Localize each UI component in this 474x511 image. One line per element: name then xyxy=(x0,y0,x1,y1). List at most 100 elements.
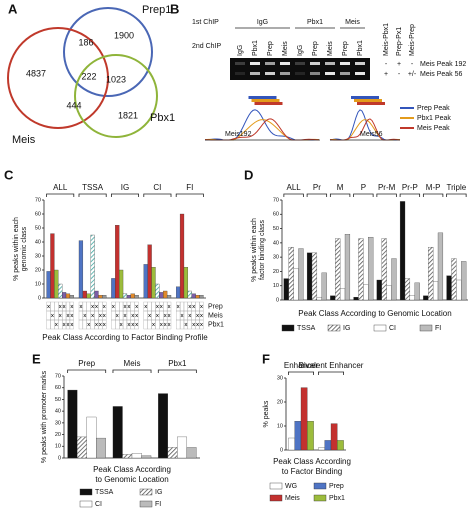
y-tick-label: 10 xyxy=(55,444,61,450)
legend-label: FI xyxy=(435,325,441,332)
panel-label: C xyxy=(4,167,14,182)
gel-band xyxy=(265,62,275,65)
y-axis-label: % peaks within each xyxy=(251,218,258,282)
profile-cross xyxy=(196,313,199,318)
group-bracket xyxy=(329,193,351,197)
bar xyxy=(288,246,294,301)
profile-cross xyxy=(91,304,94,309)
bar xyxy=(300,387,308,451)
legend-label: Pbx1 Peak xyxy=(417,115,451,122)
bar xyxy=(391,258,397,301)
bar xyxy=(376,279,382,301)
profile-cross xyxy=(79,304,83,309)
lane-label: Meis xyxy=(282,41,289,56)
y-tick-label: 20 xyxy=(277,399,283,405)
bar xyxy=(67,389,78,459)
profile-cross xyxy=(102,322,106,327)
legend-swatch xyxy=(313,482,327,490)
panel-label: A xyxy=(8,1,18,16)
bar xyxy=(96,437,106,459)
profile-cross xyxy=(119,322,123,327)
group-bracket xyxy=(306,193,328,197)
profile-cross xyxy=(87,322,91,327)
bar xyxy=(191,293,196,299)
profile-cell xyxy=(176,310,181,321)
gel-band xyxy=(265,72,275,75)
panel-label: F xyxy=(262,351,270,366)
group-bracket xyxy=(175,193,204,197)
profile-cell xyxy=(151,301,156,312)
gel-band xyxy=(310,72,320,75)
track-label: Meis56 xyxy=(360,131,383,138)
group-bracket xyxy=(318,371,344,375)
profile-cross xyxy=(66,313,70,318)
bar xyxy=(179,213,185,299)
bar xyxy=(122,454,133,459)
bar xyxy=(335,238,341,301)
y-tick-label: 10 xyxy=(277,423,283,429)
y-tick-label: 0 xyxy=(280,447,283,453)
profile-cross xyxy=(192,304,196,309)
profile-cross xyxy=(51,313,54,318)
peak-bar xyxy=(251,99,280,102)
profile-cross xyxy=(98,322,102,327)
lane-label: Prep xyxy=(312,41,319,56)
bar xyxy=(76,436,87,459)
bar xyxy=(158,393,168,459)
control-label: Meis-Prep xyxy=(409,24,416,56)
group-bracket xyxy=(446,193,467,197)
bar xyxy=(111,278,116,299)
profile-cell xyxy=(166,319,172,330)
venn-set-label: Pbx1 xyxy=(150,112,175,124)
x-axis-label: Peak Class According xyxy=(273,457,351,466)
group-bracket xyxy=(110,193,140,197)
profile-cell xyxy=(183,301,189,312)
profile-cross xyxy=(127,304,131,309)
x-axis-label: Peak Class According xyxy=(93,465,171,474)
y-tick-label: 60 xyxy=(55,385,61,391)
profile-cell xyxy=(122,319,128,330)
group-label: M-P xyxy=(426,183,441,192)
profile-cross xyxy=(131,313,135,318)
gel-band xyxy=(355,62,365,65)
gel-band xyxy=(280,62,290,65)
venn-count: 1023 xyxy=(106,74,126,84)
profile-cell xyxy=(179,319,185,330)
bar xyxy=(166,295,172,299)
profile-cross xyxy=(98,313,102,318)
bar xyxy=(451,258,457,301)
lane-label: Prep xyxy=(342,41,349,56)
bar xyxy=(428,246,434,301)
profile-cross xyxy=(192,322,196,327)
legend-label: IG xyxy=(343,325,350,332)
x-axis-label: Peak Class According to Factor Binding P… xyxy=(42,333,208,342)
group-bracket xyxy=(67,369,107,373)
profile-cell xyxy=(78,319,84,330)
bar xyxy=(399,201,406,301)
venn-count: 1821 xyxy=(118,110,138,120)
profile-cross xyxy=(95,304,98,309)
y-tick-label: 30 xyxy=(273,255,279,261)
y-tick-label: 40 xyxy=(35,239,41,245)
profile-cell xyxy=(147,301,152,312)
profile-cell xyxy=(98,301,103,312)
group-label: Pr-M xyxy=(378,183,396,192)
lane-label: IgG xyxy=(297,45,304,56)
gel-band xyxy=(295,62,305,65)
y-axis-label: % peaks within each xyxy=(13,217,20,281)
gel-band xyxy=(325,72,335,75)
bar xyxy=(344,234,351,301)
legend-swatch xyxy=(139,500,153,508)
legend-swatch xyxy=(281,324,295,332)
lane-label: Pbx1 xyxy=(357,40,364,56)
profile-cell xyxy=(86,310,91,321)
bar xyxy=(316,296,322,301)
bar xyxy=(437,232,444,301)
y-tick-label: 50 xyxy=(55,397,61,403)
profile-cross xyxy=(184,322,188,327)
bar xyxy=(177,436,188,459)
chip-group: IgG xyxy=(257,19,268,26)
control-sign: - xyxy=(398,71,401,78)
profile-cell xyxy=(58,319,63,330)
control-sign: - xyxy=(385,61,388,68)
